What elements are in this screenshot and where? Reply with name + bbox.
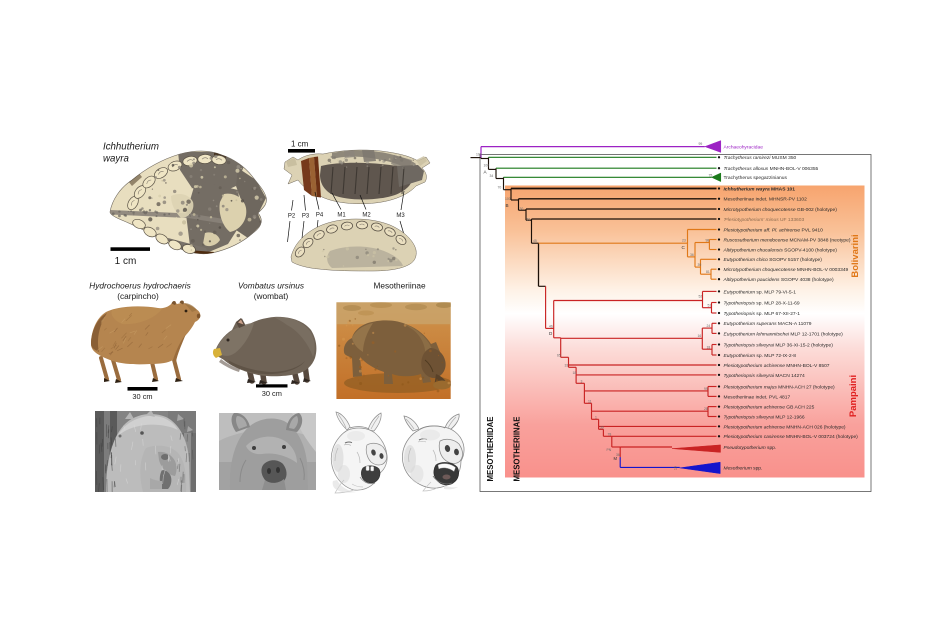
svg-text:30 cm: 30 cm	[132, 392, 152, 401]
svg-text:Trachytherus ramirezi MUSM 350: Trachytherus ramirezi MUSM 350	[724, 155, 797, 161]
svg-text:Vombatus ursinus: Vombatus ursinus	[238, 281, 304, 291]
svg-text:C: C	[682, 245, 686, 250]
svg-text:Ichhutherium: Ichhutherium	[103, 142, 159, 153]
svg-text:P4: P4	[316, 213, 324, 219]
svg-text:Trachytherus spegazzinianus: Trachytherus spegazzinianus	[724, 175, 788, 181]
svg-text:Eutypotherium lehmannitschei M: Eutypotherium lehmannitschei MLP 12-1701…	[724, 331, 844, 337]
svg-text:Mesotherium spp.: Mesotherium spp.	[724, 465, 763, 471]
svg-text:3: 3	[581, 379, 583, 383]
svg-text:Typotheriopsis sp. MLP 67-XII-: Typotheriopsis sp. MLP 67-XII-27-1	[724, 311, 801, 317]
svg-text:52: 52	[699, 295, 703, 299]
svg-text:Ichhutherium wayra MHAS 101: Ichhutherium wayra MHAS 101	[724, 186, 796, 192]
svg-text:33: 33	[565, 363, 569, 367]
svg-text:100: 100	[505, 197, 511, 201]
svg-text:30: 30	[520, 207, 524, 211]
svg-text:D: D	[549, 331, 553, 336]
svg-text:Archaeohyracidae: Archaeohyracidae	[724, 145, 764, 151]
svg-text:36: 36	[690, 253, 694, 257]
svg-text:B: B	[506, 203, 509, 208]
svg-text:81: 81	[706, 270, 710, 274]
svg-text:(carpincho): (carpincho)	[117, 291, 159, 301]
svg-text:1 cm: 1 cm	[115, 256, 137, 267]
svg-text:M3: M3	[396, 213, 405, 219]
svg-text:Eutypotherium sp. MLP 72-IX-2-: Eutypotherium sp. MLP 72-IX-2-8	[724, 353, 797, 359]
svg-text:Typotheriopsis silveyrai MLP 1: Typotheriopsis silveyrai MLP 12-1966	[724, 414, 805, 420]
svg-text:Eutypotherium sp. MLP 79-VI-5-: Eutypotherium sp. MLP 79-VI-5-1	[724, 289, 797, 295]
svg-text:Bolivarini: Bolivarini	[850, 234, 861, 277]
svg-text:PN: PN	[607, 448, 612, 452]
svg-text:Microtypotherium choquecotense: Microtypotherium choquecotense MNHN-BOL-…	[724, 267, 849, 273]
svg-text:28: 28	[704, 407, 708, 411]
svg-text:1 cm: 1 cm	[291, 139, 309, 148]
svg-text:100: 100	[484, 164, 490, 168]
svg-text:99: 99	[704, 387, 708, 391]
svg-text:Plesiotypotherium aff. Pl. ach: Plesiotypotherium aff. Pl. achirense PVL…	[724, 227, 824, 233]
svg-text:18: 18	[707, 345, 711, 349]
svg-text:Pseudotypotherium spp.: Pseudotypotherium spp.	[724, 445, 777, 451]
svg-text:wayra: wayra	[103, 154, 129, 165]
svg-text:Plesiotypotherium majus MNHN-A: Plesiotypotherium majus MNHN-ACH 27 (hol…	[724, 384, 836, 390]
svg-text:Altitypotherium chucalensis SG: Altitypotherium chucalensis SGOPV-4100 (…	[723, 247, 838, 253]
svg-text:Microtypotherium choquecotense: Microtypotherium choquecotense GB-002 (h…	[724, 207, 838, 213]
svg-text:99: 99	[699, 142, 703, 146]
svg-text:18: 18	[573, 371, 577, 375]
svg-text:51: 51	[708, 304, 712, 308]
svg-text:78: 78	[608, 432, 612, 436]
svg-text:M1: M1	[337, 213, 346, 219]
svg-text:P3: P3	[302, 214, 310, 220]
svg-text:'Plesiotypotherium' minus UF 1: 'Plesiotypotherium' minus UF 133603	[724, 217, 805, 223]
svg-text:75: 75	[709, 174, 713, 178]
svg-text:Eutypotherium superans MACN-A: Eutypotherium superans MACN-A 11079	[724, 321, 812, 327]
svg-text:A: A	[484, 170, 488, 175]
svg-text:MESOTHERIIDAE: MESOTHERIIDAE	[486, 417, 495, 482]
svg-text:39: 39	[698, 263, 702, 267]
svg-text:23: 23	[682, 239, 686, 243]
svg-text:24: 24	[707, 324, 711, 328]
svg-text:11: 11	[588, 399, 592, 403]
svg-text:98: 98	[706, 238, 710, 242]
svg-text:16: 16	[698, 334, 702, 338]
svg-text:70: 70	[498, 185, 502, 189]
svg-text:Typotheriopsis sp. MLP 28-X-11: Typotheriopsis sp. MLP 28-X-11-69	[724, 300, 800, 306]
svg-text:Mesotheriinae indet. MHNSR-PV: Mesotheriinae indet. MHNSR-PV 1102	[724, 197, 808, 203]
svg-text:Plesiotypotherium achirense MN: Plesiotypotherium achirense MNHN-ACH 026…	[724, 424, 846, 430]
svg-text:Altitypotherium paucidens SGOP: Altitypotherium paucidens SGOPV 4038 (ho…	[723, 277, 834, 283]
svg-text:46: 46	[549, 324, 553, 328]
svg-text:M: M	[614, 456, 618, 461]
svg-text:Plesiotypotherium casirense MN: Plesiotypotherium casirense MNHN-BOL-V 0…	[724, 434, 859, 440]
svg-text:Plesiotypotherium achirense MN: Plesiotypotherium achirense MNHN-BOL-V 8…	[724, 363, 830, 369]
svg-text:34: 34	[490, 174, 494, 178]
svg-text:Pampaini: Pampaini	[848, 375, 859, 417]
svg-text:M2: M2	[362, 213, 371, 219]
svg-text:Typotheriopsis silveyrai MACN: Typotheriopsis silveyrai MACN 14274	[724, 373, 805, 379]
svg-text:45: 45	[533, 239, 537, 243]
svg-text:MESOTHERIINAE: MESOTHERIINAE	[513, 417, 522, 482]
svg-text:Plesiotypotherium achirense GB: Plesiotypotherium achirense GB ACH 225	[724, 405, 815, 411]
svg-text:Mesotheriinae indet. PVL 4817: Mesotheriinae indet. PVL 4817	[724, 394, 791, 400]
svg-text:(wombat): (wombat)	[254, 291, 289, 301]
svg-text:Hydrochoerus hydrochaeris: Hydrochoerus hydrochaeris	[89, 281, 190, 291]
svg-text:Trachytherus alloxus MNHN-BOL-: Trachytherus alloxus MNHN-BOL-V 006355	[724, 166, 819, 172]
svg-text:1: 1	[595, 415, 597, 419]
svg-text:100: 100	[476, 153, 482, 157]
svg-text:Mesotheriinae: Mesotheriinae	[373, 281, 426, 291]
svg-text:50: 50	[527, 217, 531, 221]
svg-text:P2: P2	[288, 214, 296, 220]
svg-text:Typotheriopsis silveyrai MLP 3: Typotheriopsis silveyrai MLP 36-XI-15-2 …	[724, 342, 834, 348]
svg-text:Ruscosutherium mendocense MCNA: Ruscosutherium mendocense MCNAM-PV 3848 …	[724, 237, 851, 243]
svg-text:Eutypotherium chico SGOPV 5157: Eutypotherium chico SGOPV 5157 (holotype…	[724, 257, 823, 263]
svg-text:30 cm: 30 cm	[262, 389, 282, 398]
svg-text:65: 65	[557, 353, 561, 357]
svg-text:16: 16	[674, 466, 678, 470]
svg-text:36: 36	[616, 453, 620, 457]
svg-text:39: 39	[600, 426, 604, 430]
